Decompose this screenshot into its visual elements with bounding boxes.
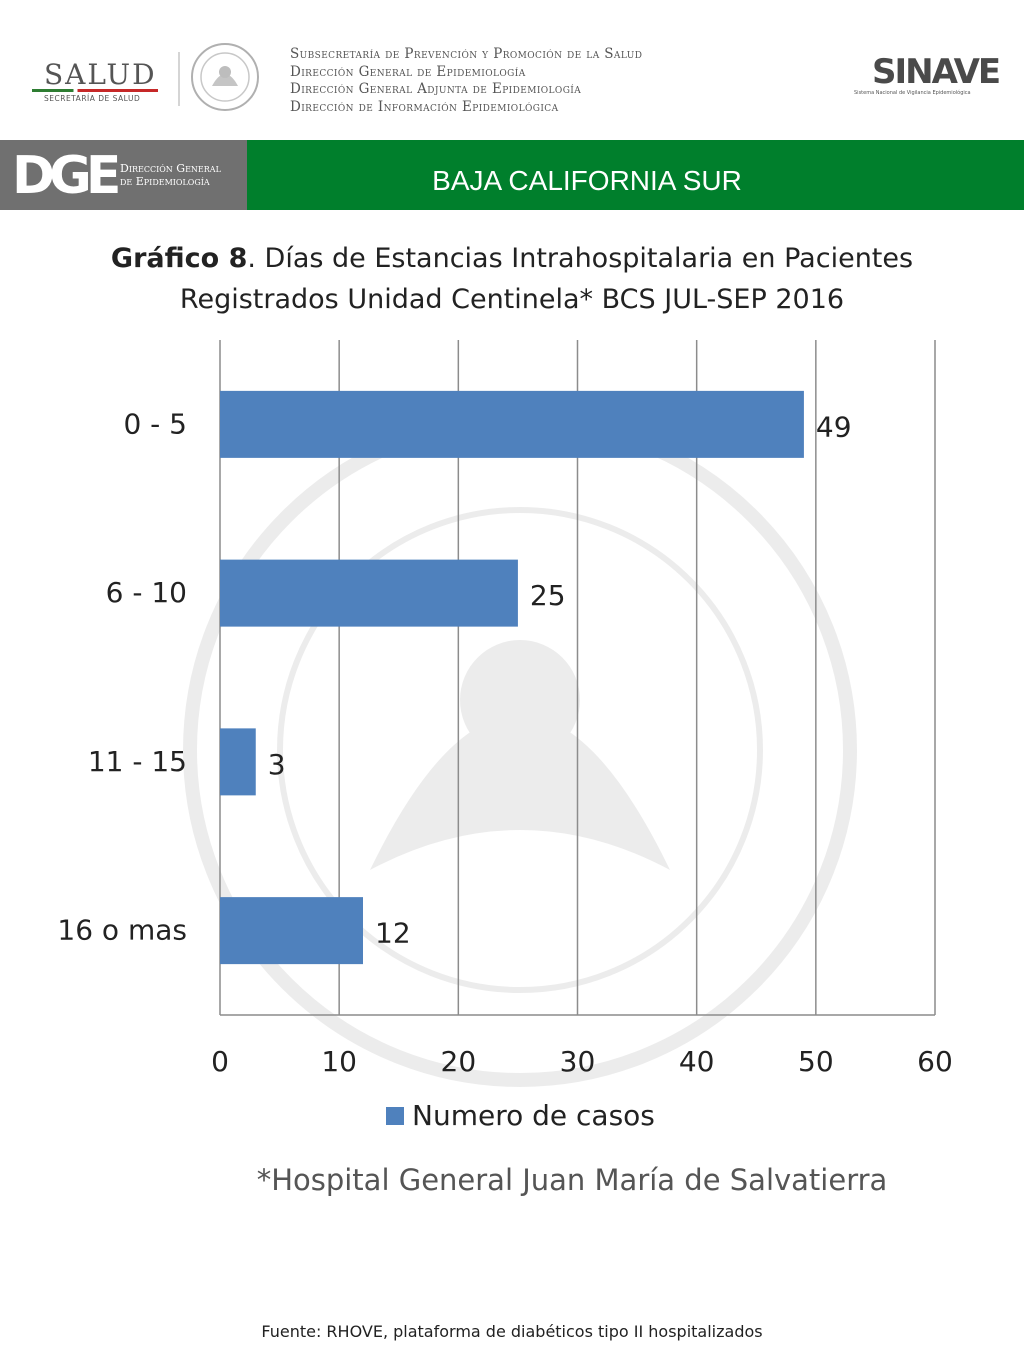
- salud-logo-word: SALUD: [44, 58, 157, 91]
- y-category-label-0-5: 0 - 5: [123, 407, 187, 440]
- bar-chart: 0 10 20 30 40 50 60 0 - 5 49 6 - 10 25 11 - 15 3 16 o…: [57, 340, 953, 1132]
- dge-logo-text-line-1: Dirección General: [120, 162, 221, 175]
- salud-logo: SALUD SECRETARÍA DE SALUD: [28, 58, 158, 103]
- data-label-6-10: 25: [530, 579, 566, 612]
- x-tick-label-20: 20: [441, 1045, 477, 1078]
- x-tick-label-40: 40: [679, 1045, 715, 1078]
- dge-logo-text: Dirección General de Epidemiología: [120, 162, 221, 188]
- hospital-note: *Hospital General Juan María de Salvatie…: [256, 1163, 888, 1197]
- legend-label: Numero de casos: [412, 1099, 655, 1132]
- salud-logo-subtitle: SECRETARÍA DE SALUD: [44, 94, 141, 103]
- data-label-11-15: 3: [268, 748, 286, 781]
- salud-logo-stripe: [32, 89, 158, 92]
- data-label-0-5: 49: [816, 410, 852, 443]
- region-title: BAJA CALIFORNIA SUR: [432, 165, 742, 196]
- x-tick-label-60: 60: [917, 1045, 953, 1078]
- y-category-label-11-15: 11 - 15: [88, 745, 187, 778]
- bar-6-10: [220, 559, 518, 627]
- sinave-logo-word: SINAVE: [872, 52, 1001, 92]
- region-banner: DGE Dirección General de Epidemiología B…: [0, 140, 1024, 210]
- y-category-label-16-o-mas: 16 o mas: [57, 914, 187, 947]
- institution-lines: Subsecretaría de Prevención y Promoción …: [290, 46, 810, 116]
- header-divider: [178, 52, 180, 106]
- source-text: Fuente: RHOVE, plataforma de diabéticos …: [261, 1322, 763, 1341]
- dge-logo-text-line-2: de Epidemiología: [120, 175, 210, 188]
- sinave-logo-subtitle: Sistema Nacional de Vigilancia Epidemiol…: [854, 90, 971, 96]
- watermark-seal-icon: [183, 413, 857, 1087]
- institution-line-1: Subsecretaría de Prevención y Promoción …: [290, 46, 643, 62]
- bar-16-o-mas: [220, 897, 363, 965]
- x-tick-label-0: 0: [211, 1045, 229, 1078]
- legend-swatch: [386, 1107, 404, 1125]
- x-tick-label-10: 10: [321, 1045, 357, 1078]
- chart-title: Gráfico 8. Días de Estancias Intrahospit…: [60, 238, 964, 320]
- data-label-16-o-mas: 12: [375, 917, 411, 950]
- institution-line-4: Dirección de Información Epidemiológica: [290, 98, 559, 115]
- y-category-label-6-10: 6 - 10: [106, 576, 187, 609]
- bar-11-15: [220, 728, 256, 796]
- institution-line-3: Dirección General Adjunta de Epidemiolog…: [290, 81, 582, 97]
- chart-title-text: . Días de Estancias Intrahospitalaria en…: [179, 243, 914, 315]
- x-tick-label-50: 50: [798, 1045, 834, 1078]
- dge-logo-letters: DGE: [12, 146, 121, 206]
- institution-line-2: Dirección General de Epidemiología: [290, 63, 526, 80]
- x-tick-label-30: 30: [560, 1045, 596, 1078]
- chart-title-number: Gráfico 8: [110, 243, 248, 274]
- bar-0-5: [220, 390, 804, 458]
- dge-logo-block: DGE Dirección General de Epidemiología: [0, 140, 247, 210]
- page-header: SALUD SECRETARÍA DE SALUD Subsecretaría …: [0, 0, 1024, 140]
- national-seal-icon: [191, 43, 259, 111]
- sinave-logo: SINAVE Sistema Nacional de Vigilancia Ep…: [852, 46, 1001, 100]
